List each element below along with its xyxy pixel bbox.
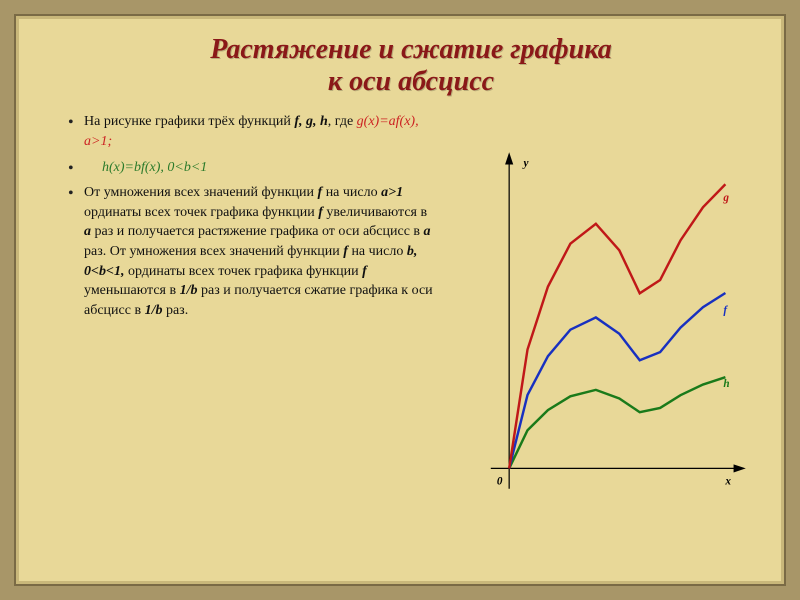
function-chart: y x 0 g f h <box>450 112 756 560</box>
text-column: На рисунке графики трёх функций f, g, h,… <box>66 112 436 560</box>
title-line-2: к оси абсцисс <box>66 66 756 98</box>
slide-title: Растяжение и сжатие графика к оси абсцис… <box>66 34 756 98</box>
chart-label-x: x <box>724 476 731 488</box>
x-arrow-icon <box>734 465 746 473</box>
curve-f <box>509 293 725 468</box>
chart-container: y x 0 g f h <box>450 112 756 560</box>
chart-labels: y x 0 g f h <box>497 158 731 488</box>
bullet-2: h(x)=bf(x), 0<b<1 <box>66 158 436 178</box>
chart-label-y: y <box>521 158 528 170</box>
curve-h <box>509 378 725 469</box>
slide-frame: Растяжение и сжатие графика к оси абсцис… <box>14 14 786 586</box>
content-row: На рисунке графики трёх функций f, g, h,… <box>66 112 756 560</box>
bullet-3: От умножения всех значений функции f на … <box>66 183 436 320</box>
chart-label-g: g <box>722 193 729 205</box>
y-arrow-icon <box>505 153 513 165</box>
chart-label-origin: 0 <box>497 476 503 488</box>
chart-label-f: f <box>723 305 728 317</box>
chart-label-h: h <box>723 378 729 390</box>
title-line-1: Растяжение и сжатие графика <box>66 34 756 66</box>
curve-g <box>509 185 725 469</box>
bullet-1: На рисунке графики трёх функций f, g, h,… <box>66 112 436 151</box>
curves-group <box>509 185 725 469</box>
